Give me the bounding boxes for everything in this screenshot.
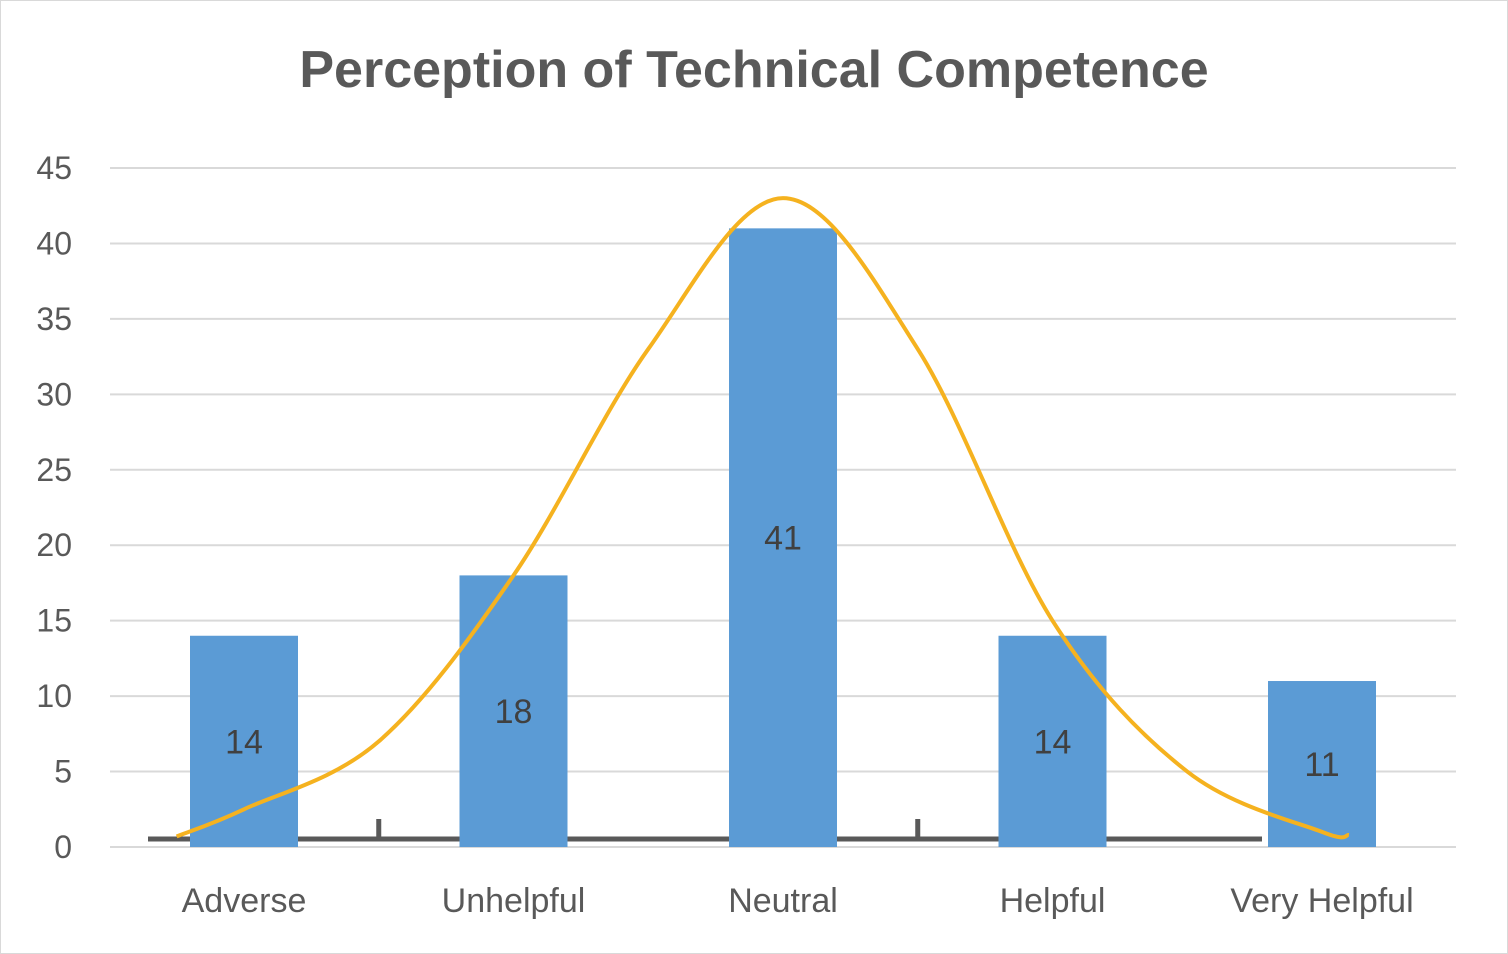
- y-axis-ticks: 0 5 10 15 20 25 30 35 40 45: [36, 150, 72, 865]
- distribution-curve: [175, 196, 1350, 840]
- chart-title: Perception of Technical Competence: [299, 41, 1209, 99]
- y-tick-label: 5: [54, 754, 72, 790]
- y-tick-label: 40: [36, 225, 72, 261]
- data-label: 14: [1034, 723, 1072, 761]
- data-label: 41: [764, 520, 802, 558]
- y-tick-label: 15: [36, 603, 72, 639]
- x-axis-labels: Adverse Unhelpful Neutral Helpful Very Helpf…: [182, 882, 1414, 920]
- x-tick-label: Helpful: [1000, 882, 1106, 920]
- x-tick-label: Very Helpful: [1230, 882, 1413, 920]
- bars: [190, 228, 1376, 847]
- y-tick-label: 45: [36, 150, 72, 186]
- bar-adverse: [190, 635, 298, 847]
- data-label: 11: [1304, 746, 1339, 784]
- y-tick-label: 30: [36, 376, 72, 412]
- x-tick-label: Adverse: [182, 882, 307, 920]
- y-tick-label: 0: [54, 829, 72, 865]
- x-tick-label: Unhelpful: [442, 882, 586, 920]
- bar-neutral: [729, 228, 837, 847]
- y-tick-label: 35: [36, 301, 72, 337]
- y-tick-label: 20: [36, 527, 72, 563]
- y-tick-label: 10: [36, 678, 72, 714]
- bar-unhelpful: [459, 575, 568, 847]
- data-labels: 14 18 41 14 11: [225, 520, 1340, 784]
- data-label: 14: [225, 723, 263, 761]
- y-tick-label: 25: [36, 452, 72, 488]
- data-label: 18: [495, 693, 533, 731]
- x-tick-label: Neutral: [728, 882, 838, 920]
